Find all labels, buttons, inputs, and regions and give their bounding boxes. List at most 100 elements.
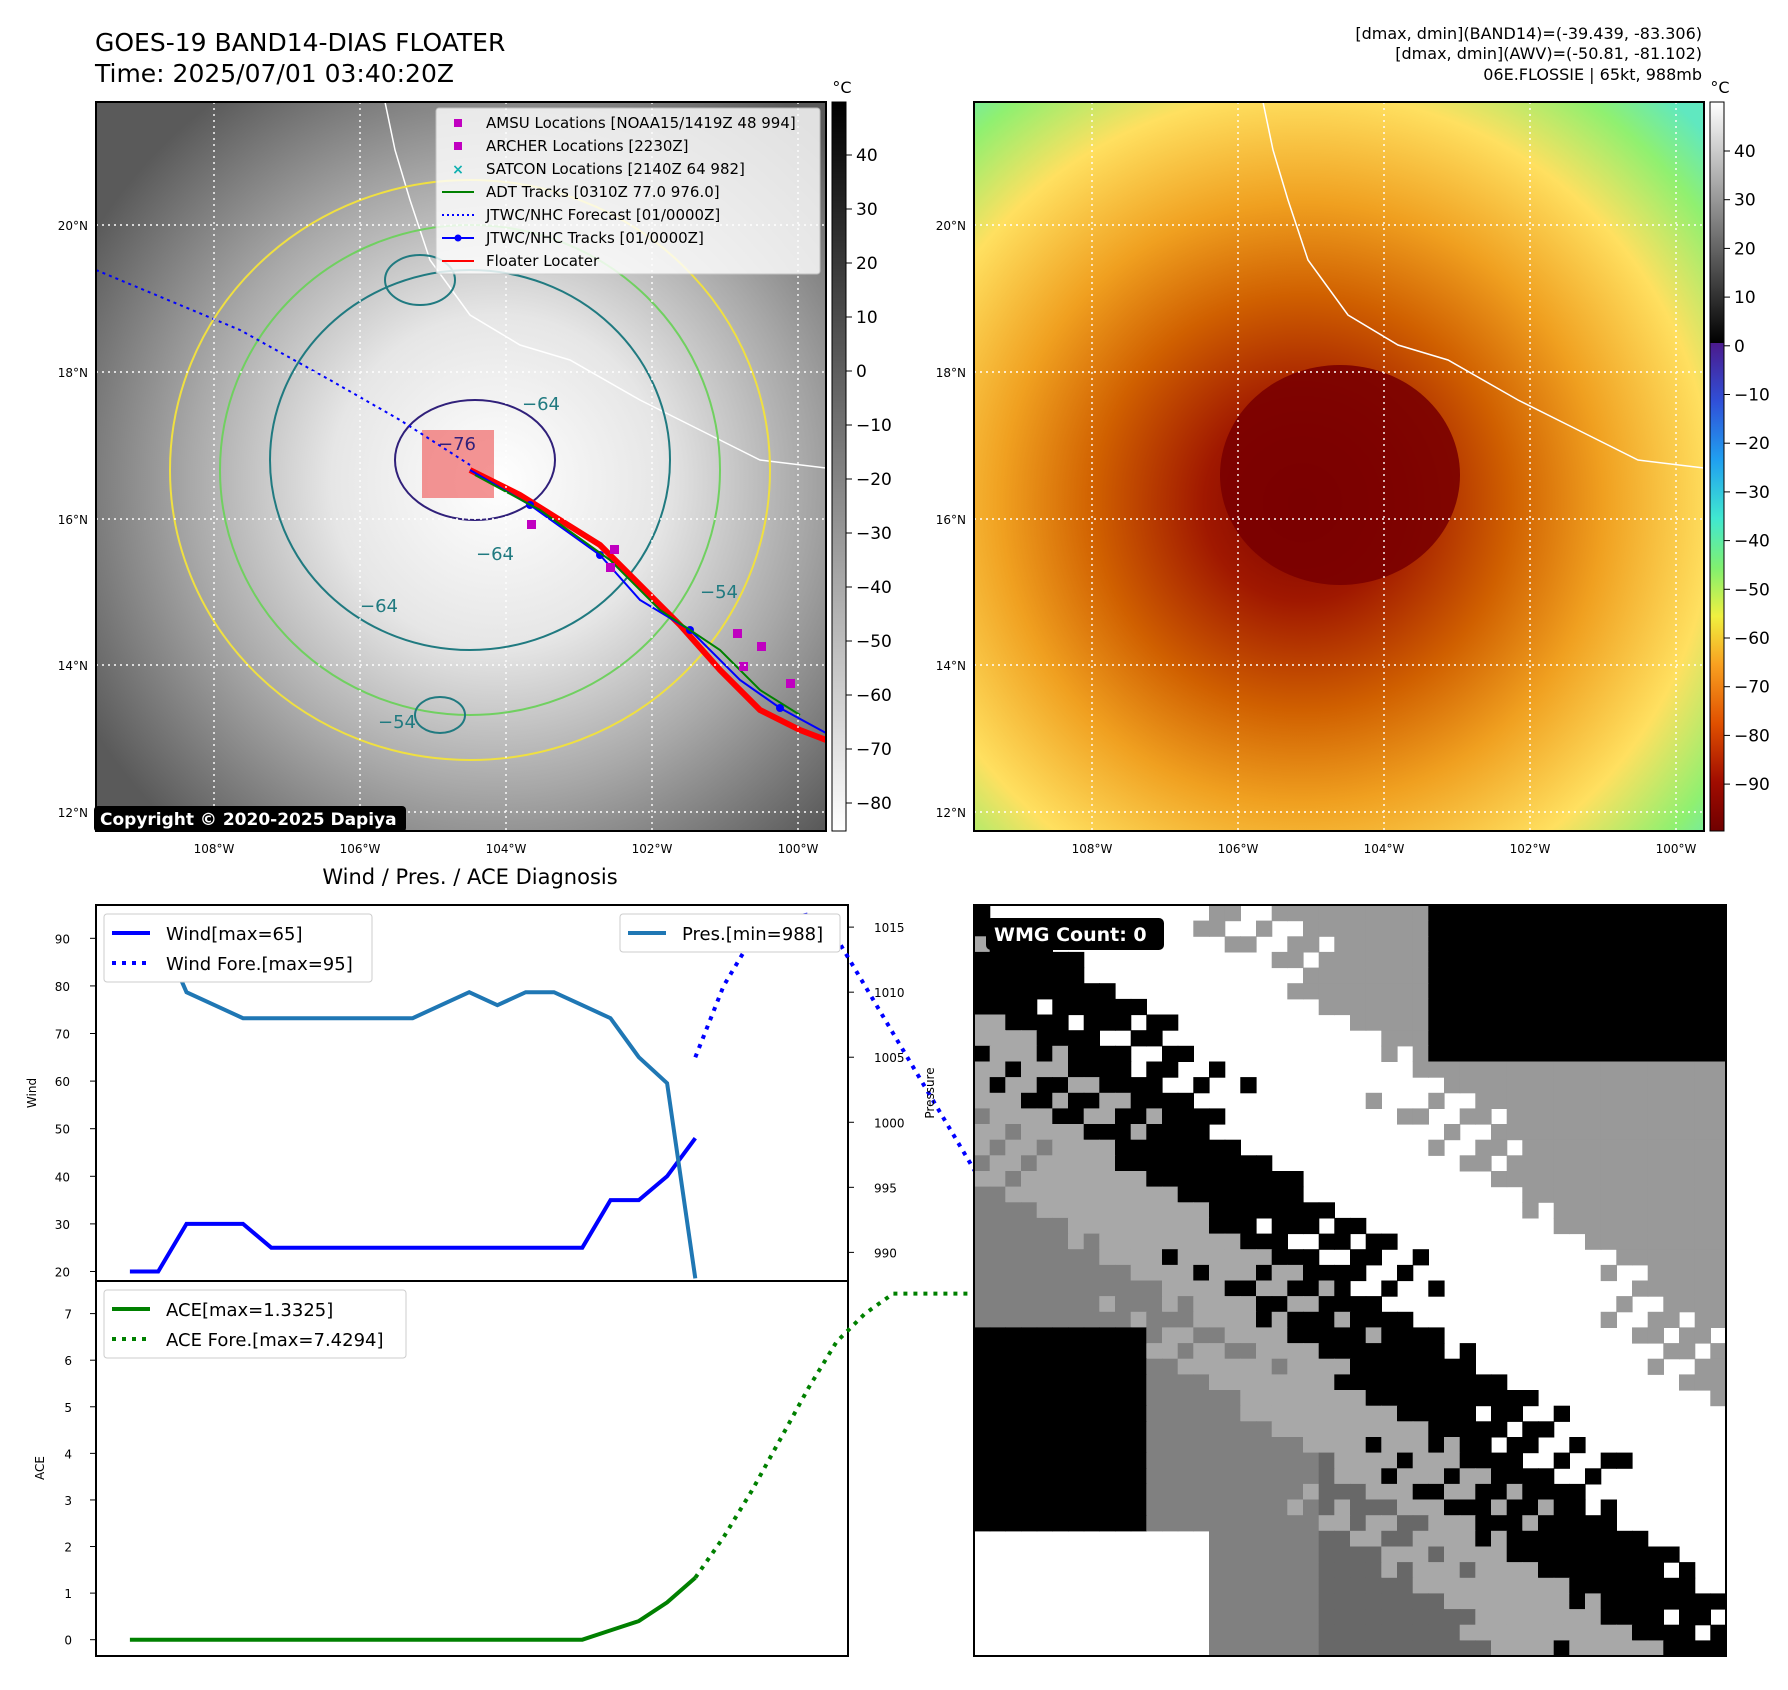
wmg-cell xyxy=(1679,1108,1696,1125)
wmg-cell xyxy=(1021,1327,1038,1344)
wmg-cell xyxy=(1224,1452,1241,1469)
wmg-cell xyxy=(1616,1530,1633,1547)
wmg-cell xyxy=(1350,1249,1367,1266)
wmg-cell xyxy=(1036,1374,1053,1391)
wmg-cell xyxy=(1303,1374,1320,1391)
wmg-cell xyxy=(1475,1139,1492,1156)
wmg-cell xyxy=(1021,1061,1038,1078)
wmg-cell xyxy=(1036,1014,1053,1031)
wmg-cell xyxy=(1193,1390,1210,1407)
wmg-cell xyxy=(1647,905,1664,922)
wmg-cell xyxy=(1036,1264,1053,1282)
wmg-cell xyxy=(1240,1233,1257,1250)
wmg-cell xyxy=(1083,1452,1100,1469)
wmg-cell xyxy=(1209,1061,1226,1078)
wmg-cell xyxy=(1068,1483,1085,1501)
wmg-cell xyxy=(1068,1468,1085,1485)
wmg-cell xyxy=(1021,1515,1038,1532)
wmg-cell xyxy=(1052,1202,1069,1219)
wmg-cell xyxy=(1005,1452,1022,1469)
wmg-cell xyxy=(1162,1280,1179,1297)
colorbar-tick-label: 20 xyxy=(856,254,878,274)
wmg-cell xyxy=(1679,1061,1696,1078)
wmg-cell xyxy=(1569,1577,1586,1594)
wmg-cell xyxy=(1491,920,1508,937)
wmg-cell xyxy=(1303,1217,1320,1235)
wmg-cell xyxy=(1193,1280,1210,1297)
wmg-cell xyxy=(1553,1452,1570,1469)
wmg-cell xyxy=(1444,920,1461,937)
legend-label: Wind[max=65] xyxy=(166,924,303,945)
wmg-cell xyxy=(1224,1609,1241,1626)
wmg-cell xyxy=(1569,1108,1586,1125)
wmg-cell xyxy=(1632,1202,1649,1219)
wmg-cell xyxy=(1068,1077,1085,1094)
wmg-cell xyxy=(1679,1030,1696,1047)
wmg-count-box xyxy=(986,918,1164,950)
wmg-cell xyxy=(1240,1358,1257,1375)
colorbar-tick-label: 10 xyxy=(1734,288,1756,308)
lat-tick-label: 14°N xyxy=(58,659,88,673)
wmg-cell xyxy=(1412,1624,1429,1641)
wmg-cell xyxy=(1083,1264,1100,1282)
wmg-cell xyxy=(1428,936,1445,953)
wmg-cell xyxy=(1318,1421,1335,1438)
wmg-cell xyxy=(1475,1092,1492,1109)
wmg-cell xyxy=(1334,1217,1351,1235)
wmg-cell xyxy=(1397,1624,1414,1641)
wmg-cell xyxy=(1694,1374,1711,1391)
wmg-cell xyxy=(1240,1155,1257,1172)
wmg-cell xyxy=(1663,998,1680,1016)
wmg-cell xyxy=(1271,1624,1288,1641)
wmg-cell xyxy=(1303,967,1320,984)
wmg-cell xyxy=(1193,1077,1210,1094)
wmg-cell xyxy=(1303,1593,1320,1610)
wmg-cell xyxy=(1177,1483,1194,1501)
wmg-cell xyxy=(1475,1562,1492,1579)
wmg-cell xyxy=(1663,1186,1680,1203)
wmg-cell xyxy=(1271,1577,1288,1594)
wmg-cell xyxy=(1115,1077,1132,1094)
y-tick-label: 90 xyxy=(55,932,70,946)
wmg-cell xyxy=(1522,1483,1539,1501)
legend-entry: AMSU Locations [NOAA15/1419Z 48 994] xyxy=(454,114,796,132)
wmg-cell xyxy=(1350,1390,1367,1407)
wmg-cell xyxy=(1130,1155,1147,1172)
wmg-cell xyxy=(1694,1155,1711,1172)
wmg-cell xyxy=(1381,1437,1398,1454)
wmg-cell xyxy=(1240,1546,1257,1563)
wmg-cell xyxy=(1600,951,1617,969)
wmg-cell xyxy=(1553,951,1570,969)
wmg-cell xyxy=(1146,1343,1163,1360)
wmg-cell xyxy=(1005,1233,1022,1250)
wmg-cell xyxy=(1365,1452,1382,1469)
wmg-cell xyxy=(1177,1437,1194,1454)
wmg-cell xyxy=(1412,1515,1429,1532)
wmg-cell xyxy=(1365,967,1382,984)
wmg-cell xyxy=(1538,1468,1555,1485)
wmg-cell xyxy=(1177,1249,1194,1266)
wmg-cell xyxy=(1585,936,1602,953)
wmg-cell xyxy=(1193,1499,1210,1516)
wmg-cell xyxy=(1412,983,1429,1000)
wmg-cell xyxy=(1365,936,1382,953)
wmg-cell xyxy=(1538,1155,1555,1172)
wmg-cell xyxy=(1412,1437,1429,1454)
wmg-cell xyxy=(1083,1249,1100,1266)
wmg-cell xyxy=(974,1358,991,1375)
wmg-cell xyxy=(1130,1296,1147,1313)
legend-label: ARCHER Locations [2230Z] xyxy=(486,137,689,155)
wmg-cell xyxy=(1522,1077,1539,1094)
wmg-cell xyxy=(1647,1233,1664,1250)
wmg-cell xyxy=(1350,905,1367,922)
wmg-cell xyxy=(1475,951,1492,969)
wmg-cell xyxy=(1710,998,1727,1016)
wmg-cell xyxy=(1021,1124,1038,1141)
wmg-cell xyxy=(1506,1014,1523,1031)
wmg-cell xyxy=(1099,1045,1116,1062)
wmg-cell xyxy=(1240,1390,1257,1407)
wmg-cell xyxy=(1694,1233,1711,1250)
wmg-cell xyxy=(1522,1546,1539,1563)
wmg-cell xyxy=(1287,1186,1304,1203)
wmg-cell xyxy=(1616,1077,1633,1094)
